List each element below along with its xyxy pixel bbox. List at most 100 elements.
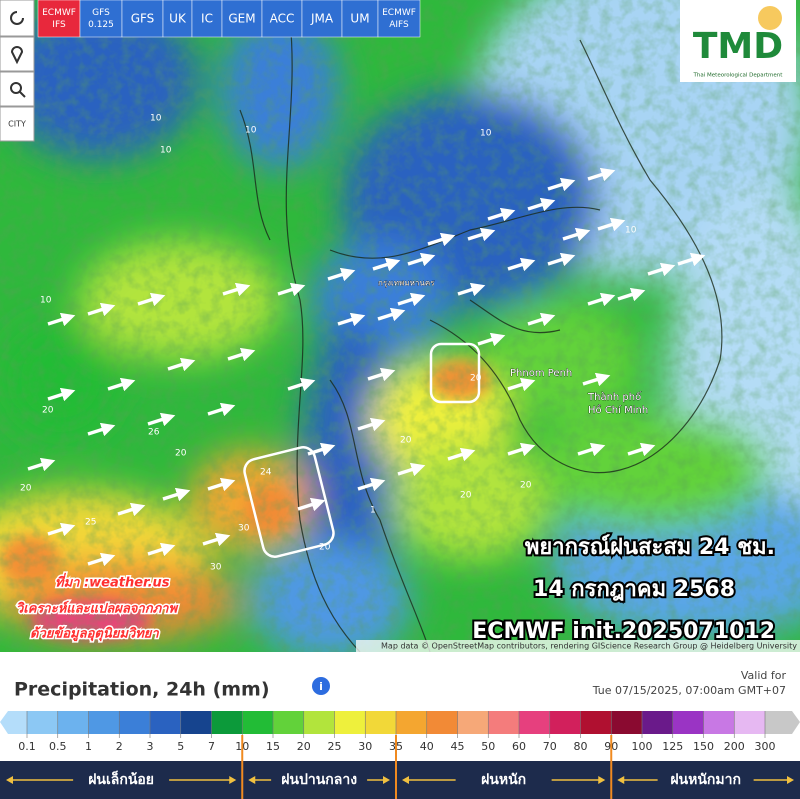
wind-arrows — [27, 167, 706, 567]
contour-label: 20 — [520, 481, 532, 491]
wind-arrow — [207, 402, 236, 417]
model-button[interactable] — [162, 0, 193, 38]
scale-swatch — [734, 711, 765, 734]
contour-label: 1 — [370, 506, 376, 516]
model-button[interactable] — [79, 0, 123, 38]
contour-label: 20 — [460, 491, 472, 501]
category-bg — [0, 761, 800, 799]
valid-time: Tue 07/15/2025, 07:00am GMT+07 — [592, 684, 786, 697]
locate-button[interactable] — [0, 36, 35, 72]
category-label: ฝนเล็กน้อย — [88, 770, 154, 788]
wind-arrow — [617, 287, 646, 302]
legend-title: Precipitation, 24h (mm) — [14, 679, 270, 701]
scale-swatch — [88, 711, 120, 734]
wind-arrow — [147, 542, 176, 557]
contour-label: 10 — [245, 126, 257, 136]
wind-arrow — [162, 487, 191, 502]
scale-label: 30 — [358, 740, 372, 753]
scale-label: 200 — [724, 740, 745, 753]
category-arrowhead — [248, 776, 256, 784]
info-icon: i — [319, 680, 323, 693]
contour-label: 10 — [150, 114, 162, 124]
category-arrowhead — [402, 776, 409, 784]
info-button[interactable] — [312, 677, 330, 695]
model-button[interactable] — [377, 0, 421, 38]
wind-arrow — [372, 257, 401, 272]
source-line: ที่มา :weather.us — [55, 573, 170, 591]
scale-end — [0, 711, 8, 734]
scale-swatch — [273, 711, 304, 734]
scale-swatch — [365, 711, 396, 734]
contour-label: 10 — [40, 296, 52, 306]
refresh-button[interactable] — [0, 0, 35, 37]
scale-label: 45 — [451, 740, 465, 753]
scale-swatch — [242, 711, 273, 734]
model-button[interactable] — [301, 0, 343, 38]
city-label: CITY — [8, 120, 26, 129]
scale-label: 20 — [297, 740, 311, 753]
model-button[interactable] — [341, 0, 379, 38]
place-label: Thành phố — [587, 391, 641, 403]
model-button[interactable] — [261, 0, 303, 38]
contour-label: 20 — [20, 484, 32, 494]
contour-label: 10 — [625, 226, 637, 236]
source-note: ที่มา :weather.us วิเคราะห์และแปลผลจากภา… — [15, 571, 180, 643]
model-button[interactable] — [37, 0, 81, 38]
wind-arrow — [147, 412, 176, 427]
wind-arrow — [117, 502, 146, 517]
wind-arrow — [167, 357, 196, 372]
wind-arrow — [87, 302, 116, 317]
scale-swatch — [580, 711, 612, 734]
model-button[interactable] — [121, 0, 164, 38]
model-label: UM — [350, 12, 369, 26]
contour-label: 20 — [42, 406, 54, 416]
search-button[interactable] — [0, 71, 35, 107]
model-button[interactable] — [221, 0, 263, 38]
wind-arrow — [277, 282, 306, 297]
wind-arrow — [47, 522, 76, 537]
wind-arrow — [87, 422, 116, 437]
contour-label: 10 — [160, 146, 172, 156]
wind-arrow — [407, 252, 436, 267]
place-label: Phnom Penh — [510, 368, 572, 379]
scale-label: 0.1 — [18, 740, 36, 753]
wind-arrow — [357, 477, 386, 492]
highlight-box — [429, 342, 481, 404]
category-label: ฝนปานกลาง — [281, 772, 357, 788]
overlay-title: พยากรณ์ฝนสะสม 24 ชม. — [525, 534, 775, 560]
model-label: JMA — [310, 12, 334, 26]
city-button[interactable] — [0, 106, 35, 142]
wind-arrow — [647, 262, 676, 277]
category-arrowhead — [787, 776, 794, 784]
scale-swatch — [672, 711, 704, 734]
wind-arrow — [327, 267, 356, 282]
wind-arrow — [107, 377, 136, 392]
wind-arrow — [677, 252, 706, 267]
wind-arrow — [547, 252, 576, 267]
scale-swatch — [57, 711, 89, 734]
source-line: ด้วยข้อมูลอุตุนิยมวิทยา — [30, 626, 159, 642]
model-label: ECMWF IFS — [42, 8, 76, 30]
wind-arrow — [627, 442, 656, 457]
wind-arrow — [427, 232, 456, 247]
scale-label: 80 — [574, 740, 588, 753]
wind-arrow — [357, 417, 386, 432]
logo-text: TMD — [693, 26, 783, 67]
wind-arrow — [222, 282, 251, 297]
contour-label: 20 — [470, 374, 482, 384]
wind-arrow — [202, 532, 231, 547]
wind-arrow — [287, 377, 316, 392]
scale-label: 50 — [481, 740, 495, 753]
overlay-date: 14 กรกฎาคม 2568 — [533, 577, 735, 602]
wind-arrow — [582, 372, 611, 387]
scale-swatch — [27, 711, 58, 734]
scale-label: 25 — [328, 740, 342, 753]
scale-label: 15 — [266, 740, 280, 753]
scale-label: 5 — [177, 740, 184, 753]
contour-labels: 10 10 10 20 20 26 24 25 30 30 20 20 20 20 10 10 20 20 10 1 — [20, 114, 637, 573]
category-arrowhead — [617, 776, 625, 784]
contour-label: 25 — [85, 518, 96, 528]
color-scale: 0.10.51235710152025303540455060708090100… — [0, 711, 800, 753]
